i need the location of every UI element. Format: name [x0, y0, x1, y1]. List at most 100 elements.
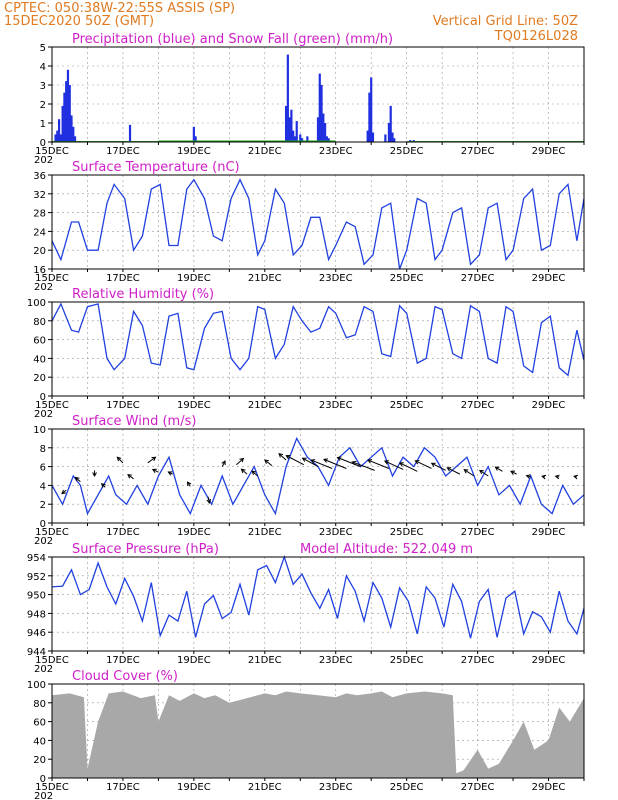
wind-arrow	[206, 496, 212, 504]
pressure-frame	[51, 556, 585, 652]
precip-frame	[51, 46, 585, 143]
pressure-panel: Surface Pressure (hPa) Model Altitude: 52…	[27, 542, 585, 675]
precip-bar	[54, 134, 57, 142]
wind-arrow-head	[206, 498, 212, 504]
wind-arrow	[251, 470, 259, 477]
x-tick-label: 15DEC	[35, 400, 69, 411]
precip-bar	[391, 132, 394, 142]
precip-bar	[290, 109, 293, 142]
wind-arrow-head	[494, 466, 500, 471]
wind-arrow-head	[251, 470, 257, 476]
x-tick-label: 17DEC	[106, 655, 140, 666]
wind-arrow	[573, 474, 579, 480]
temperature-title: Surface Temperature (nC)	[72, 160, 240, 175]
year-label: 202	[34, 409, 53, 420]
station-header: CPTEC: 050:38W-22:55S ASSIS (SP)	[4, 1, 235, 16]
precip-bar	[299, 134, 302, 142]
x-tick-label: 29DEC	[532, 273, 566, 284]
wind-arrow-shaft	[384, 460, 404, 470]
y-tick-label: 100	[27, 298, 46, 309]
wind-arrow-head	[310, 459, 316, 464]
wind-arrow	[510, 470, 517, 475]
wind-arrow	[414, 460, 432, 469]
wind-arrow	[446, 467, 461, 475]
precip-bar	[322, 113, 325, 142]
y-tick-label: 32	[33, 190, 46, 201]
y-tick-label: 40	[33, 736, 46, 747]
wind-arrow-shaft	[147, 456, 156, 464]
year-label: 202	[34, 155, 53, 166]
wind-arrow	[167, 471, 173, 476]
x-tick-label: 15DEC	[35, 146, 69, 157]
x-tick-label: 23DEC	[319, 400, 353, 411]
precip-bar	[366, 130, 369, 142]
x-tick-label: 19DEC	[177, 527, 211, 538]
wind-arrow	[186, 481, 192, 487]
temperature-frame	[51, 174, 585, 270]
wind-arrow	[383, 460, 404, 470]
wind-arrow-head	[430, 462, 436, 467]
x-tick-label: 19DEC	[177, 400, 211, 411]
precip-bar	[59, 134, 62, 142]
wind-arrow	[74, 476, 81, 483]
y-tick-label: 10	[33, 425, 46, 436]
y-tick-label: 0	[40, 138, 46, 149]
precip-bar	[323, 123, 327, 142]
wind-arrow-head	[239, 457, 245, 463]
y-tick-label: 954	[27, 553, 46, 564]
y-tick-label: 946	[27, 628, 46, 639]
wind-arrow-head	[478, 469, 484, 475]
x-tick-label: 21DEC	[248, 400, 282, 411]
y-tick-label: 948	[27, 609, 46, 620]
wind-arrow-shaft	[495, 466, 503, 472]
wind-arrow-shaft	[278, 453, 287, 461]
x-tick-label: 29DEC	[532, 527, 566, 538]
wind-arrow-head	[127, 473, 133, 479]
precip-panel: Precipitation (blue) and Snow Fall (gree…	[34, 32, 585, 166]
x-tick-label: 29DEC	[532, 782, 566, 793]
x-tick-label: 17DEC	[106, 273, 140, 284]
wind-arrow	[151, 468, 159, 474]
year-label: 202	[34, 791, 53, 800]
wind-arrow-head	[264, 459, 269, 464]
y-tick-label: 100	[27, 680, 46, 691]
x-tick-label: 17DEC	[106, 146, 140, 157]
y-tick-label: 20	[33, 373, 46, 384]
wind-arrow-head	[366, 459, 372, 464]
y-tick-label: 1	[40, 119, 46, 130]
wind-arrow	[147, 456, 157, 464]
x-tick-label: 23DEC	[319, 655, 353, 666]
precip-bar	[300, 138, 304, 142]
wind-arrow-head	[541, 474, 547, 480]
precip-bar	[316, 117, 320, 142]
y-tick-label: 24	[33, 227, 46, 238]
humidity-title: Relative Humidity (%)	[72, 287, 214, 302]
y-tick-label: 952	[27, 572, 46, 583]
wind-arrow-head	[351, 460, 357, 466]
x-tick-label: 15DEC	[35, 655, 69, 666]
wind-arrow-head	[100, 483, 106, 488]
wind-arrow-shaft	[399, 462, 418, 472]
precip-bar	[327, 138, 330, 142]
x-tick-label: 23DEC	[319, 273, 353, 284]
wind-arrow	[100, 483, 106, 488]
wind-arrow-shaft	[415, 460, 432, 469]
precip-bar	[70, 115, 73, 142]
wind-arrow-shaft	[510, 470, 517, 475]
wind-arrow	[301, 457, 319, 468]
precip-bar	[66, 69, 70, 142]
x-tick-label: 29DEC	[532, 146, 566, 157]
pressure-line	[51, 554, 585, 639]
wind-arrow-head	[186, 481, 192, 487]
y-tick-label: 950	[27, 591, 46, 602]
wind-arrow	[336, 456, 361, 468]
wind-arrow	[236, 457, 245, 466]
pressure-subtitle: Model Altitude: 522.049 m	[300, 542, 473, 557]
x-tick-label: 19DEC	[177, 146, 211, 157]
temperature-panel: Surface Temperature (nC) 16 20 24 28 32 36 15DE…	[33, 160, 585, 293]
x-tick-label: 23DEC	[319, 146, 353, 157]
wind-arrow-head	[336, 456, 342, 461]
wind-arrow-shaft	[236, 458, 244, 466]
wind-arrow-head	[573, 474, 579, 480]
x-tick-label: 19DEC	[177, 273, 211, 284]
